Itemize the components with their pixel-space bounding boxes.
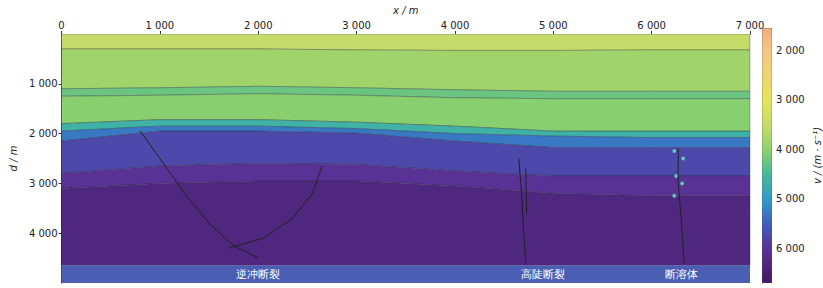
- svg-text:5 000: 5 000: [776, 193, 805, 204]
- svg-text:1 000: 1 000: [146, 20, 175, 31]
- svg-text:x / m: x / m: [392, 5, 419, 16]
- svg-text:d / m: d / m: [8, 145, 19, 171]
- svg-text:7 000: 7 000: [736, 20, 765, 31]
- svg-text:4 000: 4 000: [29, 228, 58, 239]
- svg-text:4 000: 4 000: [776, 144, 805, 155]
- svg-text:6 000: 6 000: [776, 243, 805, 254]
- svg-text:3 000: 3 000: [776, 94, 805, 105]
- svg-text:3 000: 3 000: [342, 20, 371, 31]
- svg-text:断溶体: 断溶体: [665, 268, 698, 281]
- svg-text:4 000: 4 000: [441, 20, 470, 31]
- svg-text:2 000: 2 000: [244, 20, 273, 31]
- svg-text:6 000: 6 000: [637, 20, 666, 31]
- svg-text:高陡断裂: 高陡断裂: [521, 268, 565, 281]
- svg-text:5 000: 5 000: [539, 20, 568, 31]
- svg-text:v / (m · s⁻¹): v / (m · s⁻¹): [812, 127, 823, 184]
- svg-text:0: 0: [58, 20, 64, 31]
- svg-text:1 000: 1 000: [29, 78, 58, 89]
- svg-text:逆冲断裂: 逆冲断裂: [236, 268, 280, 281]
- svg-text:3 000: 3 000: [29, 178, 58, 189]
- svg-text:2 000: 2 000: [29, 128, 58, 139]
- svg-text:2 000: 2 000: [776, 45, 805, 56]
